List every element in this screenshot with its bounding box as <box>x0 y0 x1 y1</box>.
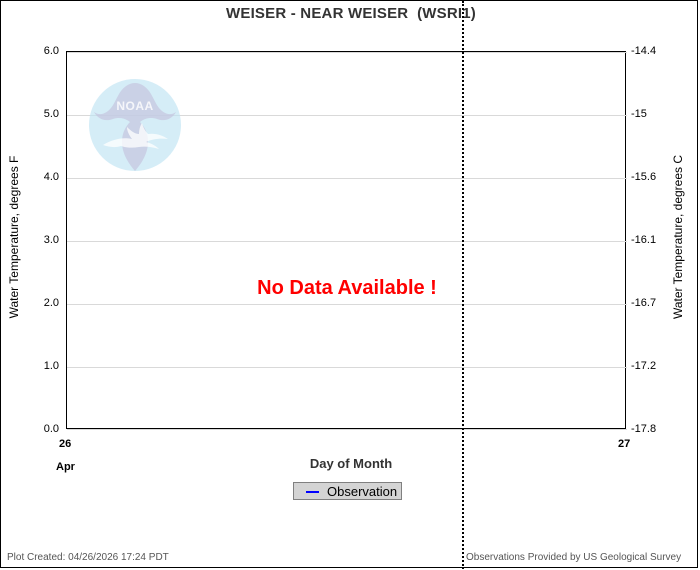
svg-text:NOAA: NOAA <box>116 99 153 113</box>
